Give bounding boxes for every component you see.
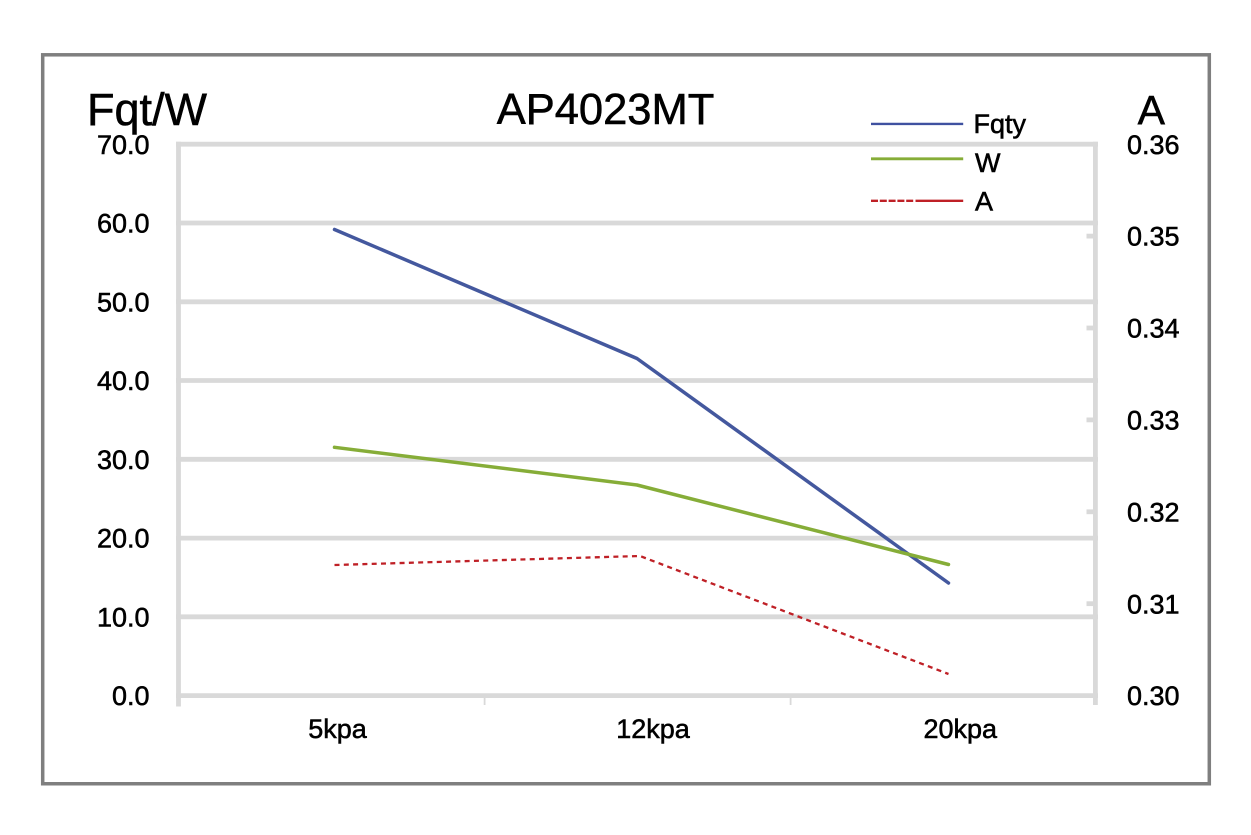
svg-text:50.0: 50.0 (97, 287, 150, 317)
svg-text:AP4023MT: AP4023MT (497, 86, 715, 134)
svg-text:0.33: 0.33 (1127, 406, 1180, 436)
svg-text:5kpa: 5kpa (308, 714, 368, 744)
svg-text:Fqty: Fqty (974, 109, 1027, 139)
svg-text:20kpa: 20kpa (924, 714, 999, 744)
svg-text:70.0: 70.0 (97, 130, 150, 160)
svg-text:0.34: 0.34 (1127, 314, 1180, 344)
svg-text:0.36: 0.36 (1127, 130, 1180, 160)
svg-text:60.0: 60.0 (97, 209, 150, 239)
svg-text:W: W (975, 148, 1001, 178)
svg-text:Fqt/W: Fqt/W (87, 84, 208, 135)
svg-text:20.0: 20.0 (97, 524, 150, 554)
svg-text:A: A (975, 186, 993, 216)
svg-text:0.0: 0.0 (112, 681, 150, 711)
svg-text:0.35: 0.35 (1127, 222, 1180, 252)
svg-text:0.30: 0.30 (1127, 681, 1180, 711)
svg-text:A: A (1138, 87, 1166, 133)
svg-text:0.31: 0.31 (1127, 589, 1180, 619)
svg-text:40.0: 40.0 (97, 366, 150, 396)
svg-text:30.0: 30.0 (97, 445, 150, 475)
svg-text:12kpa: 12kpa (616, 714, 691, 744)
svg-text:0.32: 0.32 (1127, 497, 1180, 527)
svg-text:10.0: 10.0 (97, 602, 150, 632)
